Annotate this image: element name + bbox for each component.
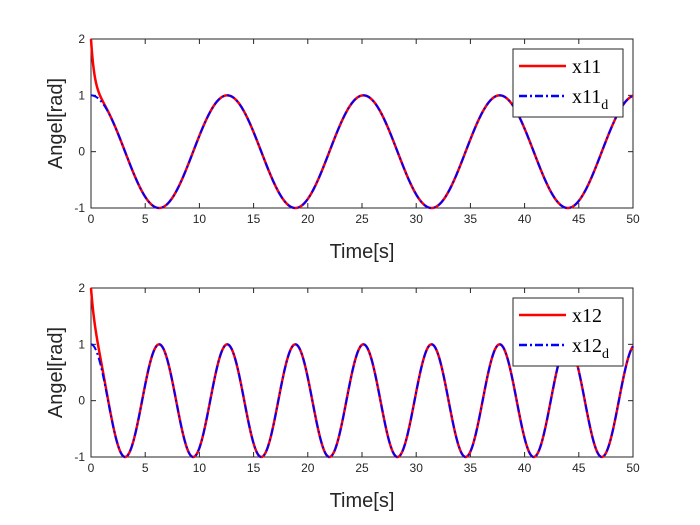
legend-box <box>512 48 624 118</box>
x-tick-label: 5 <box>142 461 149 475</box>
x-tick-label: 0 <box>88 461 95 475</box>
x-tick-label: 5 <box>142 212 149 226</box>
series-lines <box>89 38 634 210</box>
legend-label-x11d: x11d <box>572 86 608 113</box>
y-tick-label: -1 <box>74 201 85 215</box>
x-tick-label: 10 <box>193 212 207 226</box>
x-tick-label: 45 <box>572 461 586 475</box>
x-tick-label: 35 <box>464 461 478 475</box>
x-tick-label: 10 <box>193 461 207 475</box>
x-tick-label: 35 <box>464 212 478 226</box>
x-tick-label: 40 <box>518 461 532 475</box>
x-axis-label: Time[s] <box>330 241 395 263</box>
y-tick-label: 1 <box>78 337 85 351</box>
legend-label-x12d: x12d <box>572 335 609 362</box>
x-tick-label: 15 <box>247 212 261 226</box>
legend-label-x11: x11 <box>572 56 601 78</box>
legend: x12 x12d <box>512 297 624 367</box>
x-tick-label: 30 <box>410 212 424 226</box>
y-tick-label: 2 <box>78 281 85 295</box>
x-tick-label: 25 <box>355 461 369 475</box>
x-tick-label: 50 <box>626 212 640 226</box>
x-tick-label: 0 <box>88 212 95 226</box>
x-tick-label: 25 <box>355 212 369 226</box>
y-axis-label: Angel[rad] <box>45 78 67 169</box>
y-tick-label: 2 <box>78 32 85 46</box>
x-tick-label: 45 <box>572 212 586 226</box>
x-axis-label: Time[s] <box>330 490 395 512</box>
x-tick-label: 20 <box>301 212 315 226</box>
legend-label-x12: x12 <box>572 305 602 327</box>
tick-marks <box>90 38 634 209</box>
y-tick-label: -1 <box>74 450 85 464</box>
y-tick-label: 0 <box>78 145 85 159</box>
y-tick-label: 0 <box>78 394 85 408</box>
x-tick-label: 50 <box>626 461 640 475</box>
x-tick-label: 40 <box>518 212 532 226</box>
x-tick-label: 20 <box>301 461 315 475</box>
x-tick-label: 30 <box>410 461 424 475</box>
series-line-x12d <box>90 343 634 459</box>
legend: x11 x11d <box>512 48 624 118</box>
series-line-x11d <box>90 94 634 210</box>
legend-box <box>512 297 624 367</box>
y-axis-label: Angel[rad] <box>45 327 67 418</box>
y-tick-label: 1 <box>78 88 85 102</box>
series-lines <box>89 287 635 459</box>
x-tick-label: 15 <box>247 461 261 475</box>
